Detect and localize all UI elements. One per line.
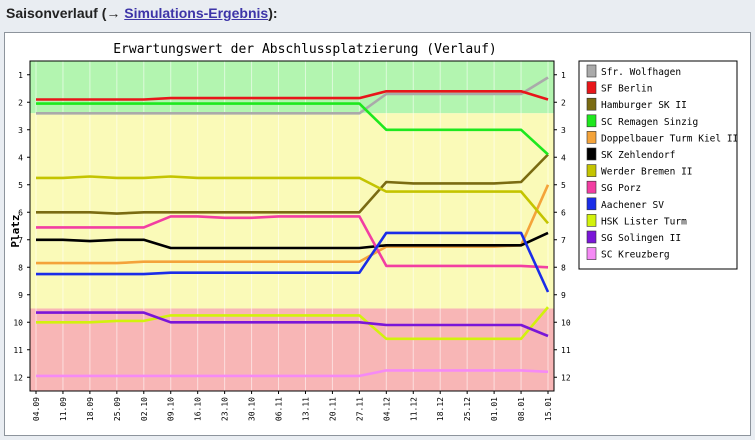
- series-lines: [36, 76, 550, 378]
- heading-prefix: Saisonverlauf (→: [6, 5, 125, 21]
- x-tick-labels: 04.09 11.09 18.09 25.09 02.10 09.10 16.10 23.10…: [32, 391, 553, 421]
- legend-swatch-2: [586, 97, 597, 111]
- y-tick-label-right-9: 9: [561, 291, 566, 300]
- x-tick-label-2: 18.09: [86, 397, 95, 421]
- x-tick-label-3: 25.09: [113, 397, 122, 421]
- legend-label-3: SC Remagen Sinzig: [601, 117, 698, 128]
- series-line-2: [36, 153, 549, 215]
- y-tick-label-left-4: 4: [18, 153, 23, 162]
- simulations-ergebnis-link[interactable]: Simulations-Ergebnis: [124, 5, 269, 21]
- y-tick-label-left-5: 5: [18, 181, 23, 190]
- legend-label-10: SG Solingen II: [601, 233, 681, 244]
- legend-swatch-3: [586, 114, 597, 128]
- x-tick-label-12: 27.11: [355, 397, 364, 421]
- y-tick-label-left-9: 9: [18, 291, 23, 300]
- x-tick-label-7: 23.10: [221, 397, 230, 421]
- x-tick-label-5: 09.10: [167, 397, 176, 421]
- y-tick-label-right-11: 11: [561, 346, 571, 355]
- legend-swatch-7: [586, 180, 597, 194]
- legend: Sfr. Wolfhagen SF Berlin Hamburger SK II SC…: [578, 60, 738, 270]
- y-tick-label-left-7: 7: [18, 236, 23, 245]
- y-tick-label-left-1: 1: [18, 71, 23, 80]
- y-tick-label-left-10: 10: [13, 318, 23, 327]
- chart-frame: Erwartungswert der Abschlussplatzierung …: [4, 32, 751, 436]
- legend-label-2: Hamburger SK II: [601, 100, 687, 111]
- legend-swatch-11: [586, 247, 597, 260]
- legend-swatch-8: [586, 197, 597, 211]
- chart-title: Erwartungswert der Abschlussplatzierung …: [113, 42, 497, 57]
- series-line-8: [36, 231, 550, 293]
- x-tick-label-17: 01.01: [490, 397, 499, 421]
- y-tick-label-right-12: 12: [561, 373, 571, 382]
- season-chart: Erwartungswert der Abschlussplatzierung …: [9, 42, 738, 421]
- series-line-7: [36, 215, 549, 269]
- x-tick-label-10: 13.11: [301, 397, 310, 421]
- x-tick-label-14: 11.12: [409, 397, 418, 421]
- series-line-11: [36, 369, 549, 378]
- section-heading: Saisonverlauf (→ Simulations-Ergebnis):: [6, 5, 278, 21]
- y-tick-label-right-6: 6: [561, 208, 566, 217]
- legend-swatch-9: [586, 214, 597, 227]
- y-axis-label: Platz: [9, 214, 22, 247]
- y-tick-label-right-8: 8: [561, 263, 566, 272]
- x-tick-label-16: 25.12: [463, 397, 472, 421]
- y-tick-label-right-4: 4: [561, 153, 566, 162]
- x-tick-label-1: 11.09: [59, 397, 68, 421]
- y-tick-label-left-6: 6: [18, 208, 23, 217]
- y-tick-label-left-12: 12: [13, 373, 23, 382]
- x-tick-label-0: 04.09: [32, 397, 41, 421]
- y-tick-label-left-2: 2: [18, 98, 23, 107]
- series-line-5: [36, 231, 549, 250]
- legend-label-8: Aachener SV: [601, 200, 664, 211]
- y-tick-label-left-8: 8: [18, 263, 23, 272]
- zone-bands: [30, 61, 554, 391]
- series-line-3: [36, 102, 549, 156]
- series-line-6: [36, 175, 549, 225]
- y-tick-label-right-5: 5: [561, 181, 566, 190]
- series-line-10: [36, 311, 549, 338]
- y-tick-label-right-7: 7: [561, 236, 566, 245]
- y-tick-label-left-3: 3: [18, 126, 23, 135]
- legend-label-5: SK Zehlendorf: [601, 150, 675, 161]
- series-line-9: [36, 306, 549, 341]
- legend-swatch-4: [586, 131, 597, 144]
- x-tick-label-15: 18.12: [436, 397, 445, 421]
- legend-label-6: Werder Bremen II: [601, 167, 693, 178]
- legend-swatch-0: [586, 64, 597, 78]
- y-tick-label-right-1: 1: [561, 71, 566, 80]
- legend-label-7: SG Porz: [601, 183, 641, 194]
- legend-swatch-6: [586, 164, 597, 177]
- legend-swatch-10: [586, 230, 597, 244]
- series-line-0: [36, 76, 549, 115]
- y-tick-label-right-3: 3: [561, 126, 566, 135]
- plot-border: [29, 60, 555, 392]
- legend-label-4: Doppelbauer Turm Kiel II: [601, 133, 738, 144]
- x-tick-label-11: 20.11: [328, 397, 337, 421]
- x-tick-label-9: 06.11: [275, 397, 284, 421]
- series-line-1: [36, 89, 549, 101]
- x-tick-label-8: 30.10: [248, 397, 257, 421]
- y-tick-label-left-11: 11: [13, 346, 23, 355]
- legend-label-1: SF Berlin: [601, 84, 652, 95]
- y-tick-label-right-10: 10: [561, 318, 571, 327]
- legend-label-11: SC Kreuzberg: [601, 250, 670, 261]
- x-tick-label-4: 02.10: [140, 397, 149, 421]
- x-tick-label-19: 15.01: [544, 397, 553, 421]
- legend-label-9: HSK Lister Turm: [601, 216, 687, 227]
- x-tick-label-18: 08.01: [517, 397, 526, 421]
- legend-swatch-1: [586, 81, 597, 94]
- heading-suffix: ):: [268, 5, 278, 21]
- legend-swatch-5: [586, 147, 597, 161]
- y-tick-label-right-2: 2: [561, 98, 566, 107]
- legend-label-0: Sfr. Wolfhagen: [601, 67, 681, 78]
- legend-box: [578, 60, 738, 270]
- zone-band-1: [30, 113, 554, 309]
- zone-band-0: [30, 61, 554, 114]
- x-tick-label-13: 04.12: [382, 397, 391, 421]
- x-tick-label-6: 16.10: [194, 397, 203, 421]
